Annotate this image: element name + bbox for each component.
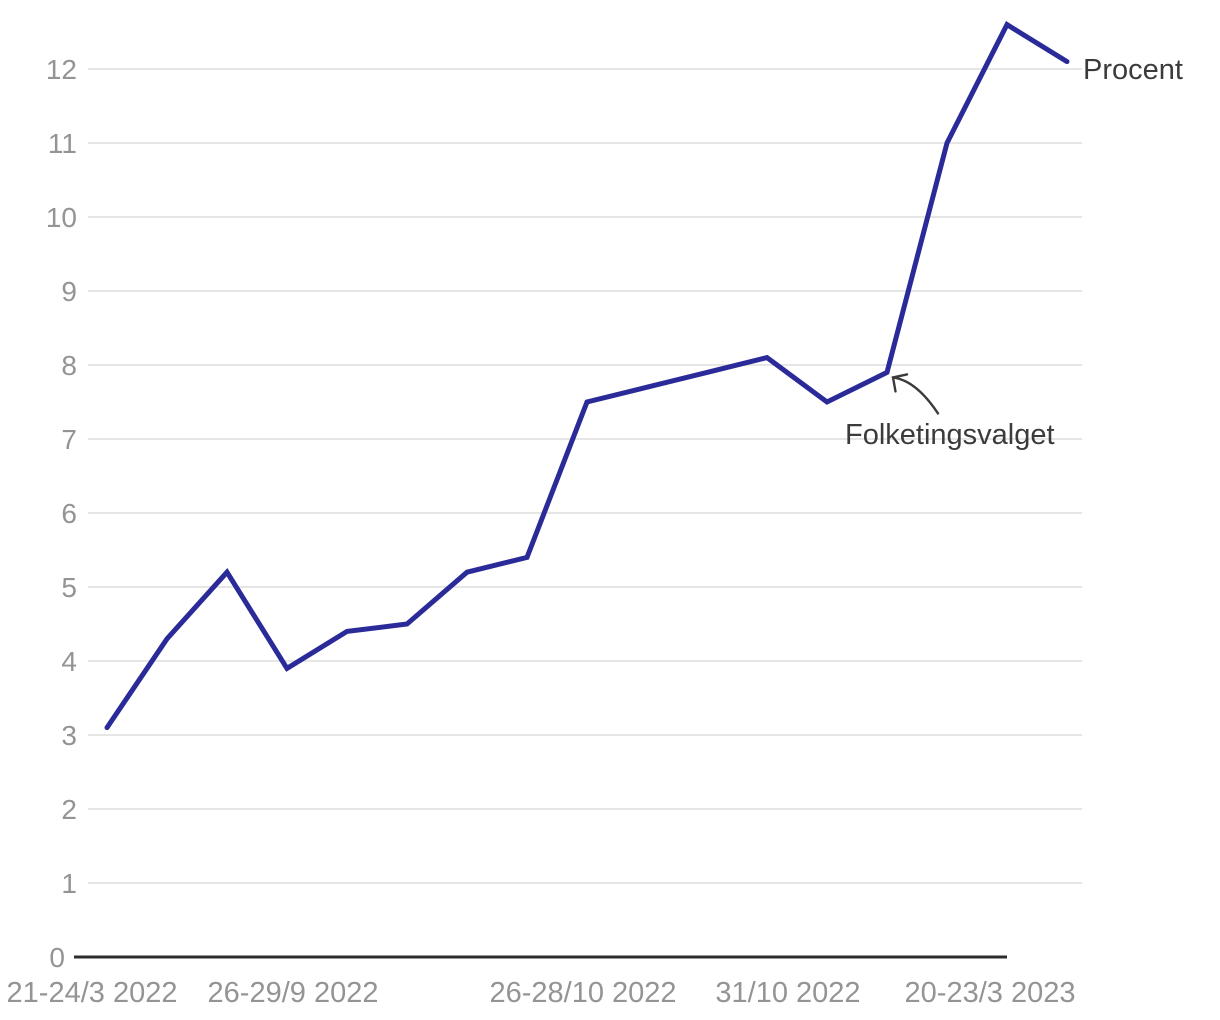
annotation-arrow-head: [891, 373, 909, 393]
y-tick-label: 0: [49, 942, 65, 973]
x-tick-label: 31/10 2022: [715, 977, 860, 1009]
y-tick-label: 1: [61, 868, 77, 899]
y-tick-label: 8: [61, 350, 77, 381]
x-tick-label: 20-23/3 2023: [905, 977, 1076, 1009]
y-tick-label: 7: [61, 424, 77, 455]
series-label: Procent: [1083, 54, 1183, 86]
annotation-arrow-shaft: [891, 376, 940, 415]
x-tick-label: 26-28/10 2022: [489, 977, 676, 1009]
y-tick-label: 5: [61, 572, 77, 603]
x-tick-label: 26-29/9 2022: [208, 977, 379, 1009]
y-tick-label: 9: [61, 276, 77, 307]
y-tick-label: 6: [61, 498, 77, 529]
y-tick-label: 4: [61, 646, 77, 677]
y-tick-label: 12: [46, 54, 77, 85]
y-tick-label: 3: [61, 720, 77, 751]
y-tick-label: 2: [61, 794, 77, 825]
annotation-label: Folketingsvalget: [845, 419, 1055, 451]
x-tick-label: 21-24/3 2022: [7, 977, 178, 1009]
data-line: [104, 21, 1070, 731]
y-tick-label: 10: [46, 202, 77, 233]
y-tick-label: 11: [48, 128, 77, 159]
